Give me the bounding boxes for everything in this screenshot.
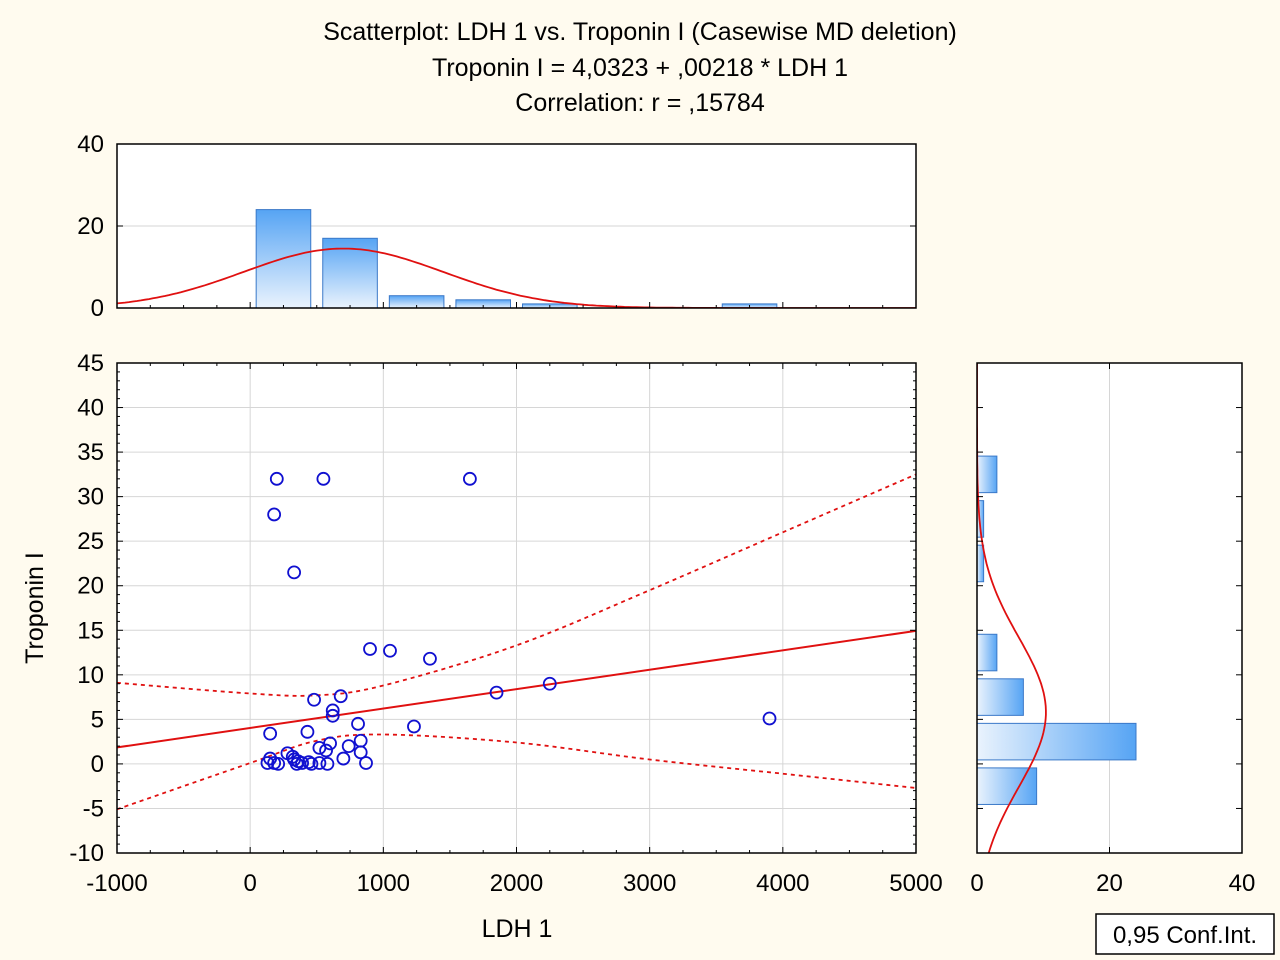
- y-histogram-bar: [977, 722, 1137, 761]
- data-point: [363, 642, 377, 656]
- y-tick-label: 25: [77, 528, 104, 555]
- confidence-band-upper: [117, 473, 916, 697]
- data-point: [423, 651, 437, 666]
- y-tick-label: 0: [91, 751, 104, 778]
- y-tick-label: 5: [91, 706, 104, 733]
- chart-title: Scatterplot: LDH 1 vs. Troponin I (Casew…: [323, 18, 957, 46]
- x-tick-label: 3000: [623, 870, 676, 897]
- y-histogram-tick-label: 40: [1229, 870, 1256, 897]
- x-histogram-tick-label: 40: [77, 131, 104, 158]
- x-axis-label: LDH 1: [482, 915, 553, 943]
- data-point: [359, 756, 373, 770]
- y-histogram-bar: [977, 500, 985, 538]
- x-tick-label: 4000: [756, 870, 809, 897]
- data-point: [542, 676, 557, 691]
- y-histogram-tick-label: 20: [1096, 870, 1123, 897]
- x-tick-label: 2000: [490, 870, 543, 897]
- data-point: [323, 736, 337, 751]
- data-point: [295, 756, 310, 770]
- data-point: [336, 751, 351, 766]
- confidence-band-lower: [117, 733, 916, 811]
- x-histogram-tick-label: 20: [77, 213, 104, 240]
- legend-label: 0,95 Conf.Int.: [1113, 922, 1257, 949]
- data-point: [267, 507, 282, 522]
- y-histogram-bar: [977, 633, 998, 672]
- data-point: [383, 643, 397, 658]
- y-histogram-bar: [977, 455, 998, 494]
- data-point: [263, 726, 278, 741]
- data-point: [462, 471, 477, 486]
- x-histogram-bar: [388, 295, 445, 308]
- y-histogram-bar: [977, 678, 1024, 716]
- y-histogram-bar: [977, 767, 1038, 805]
- data-point: [271, 757, 286, 771]
- legend-box: [1095, 913, 1275, 955]
- data-point: [269, 471, 284, 486]
- y-histogram-panel: 0 20 40: [970, 362, 1256, 897]
- scatter-panel: -1000 0 1000 2000 3000 4000 5000 -10 -5 0 5 10 15 20 2…: [21, 350, 943, 943]
- data-point: [351, 716, 365, 731]
- y-tick-label: 30: [77, 484, 104, 511]
- y-tick-label: -5: [83, 795, 104, 822]
- correlation-label: Correlation: r = ,15784: [515, 89, 765, 117]
- data-point: [341, 739, 356, 753]
- chart-title-block: Scatterplot: LDH 1 vs. Troponin I (Casew…: [323, 18, 957, 117]
- y-tick-label: 35: [77, 439, 104, 466]
- y-tick-label: 10: [77, 662, 104, 689]
- x-histogram-normal-fit: [117, 247, 916, 308]
- y-tick-label: -10: [69, 840, 104, 867]
- x-tick-label: -1000: [86, 870, 147, 897]
- y-histogram-tick-label: 0: [970, 870, 983, 897]
- y-axis-label: Troponin I: [21, 552, 49, 664]
- data-point: [333, 689, 348, 704]
- x-histogram-panel: 0 20 40: [77, 131, 917, 322]
- data-point: [353, 745, 368, 760]
- data-point: [307, 692, 321, 707]
- data-point: [325, 708, 340, 723]
- regression-equation: Troponin I = 4,0323 + ,00218 * LDH 1: [432, 54, 848, 82]
- data-point: [316, 471, 331, 486]
- data-point: [319, 743, 333, 758]
- y-tick-label: 45: [77, 350, 104, 377]
- regression-line: [117, 629, 916, 749]
- x-histogram-tick-label: 0: [91, 295, 104, 322]
- data-point: [287, 565, 302, 580]
- data-point: [312, 756, 327, 770]
- legend: 0,95 Conf.Int.: [1095, 913, 1275, 955]
- data-point: [289, 757, 304, 771]
- data-point: [320, 757, 335, 771]
- y-tick-label: 20: [77, 573, 104, 600]
- data-point: [489, 685, 504, 700]
- y-tick-label: 40: [77, 395, 104, 422]
- x-tick-label: 5000: [889, 870, 942, 897]
- data-point: [304, 757, 319, 771]
- y-tick-label: 15: [77, 617, 104, 644]
- data-point: [300, 724, 315, 739]
- x-tick-label: 0: [243, 870, 256, 897]
- y-histogram-bar: [977, 544, 985, 583]
- data-point: [325, 703, 340, 718]
- data-point: [407, 719, 421, 734]
- data-point: [762, 711, 777, 726]
- x-tick-label: 1000: [357, 870, 410, 897]
